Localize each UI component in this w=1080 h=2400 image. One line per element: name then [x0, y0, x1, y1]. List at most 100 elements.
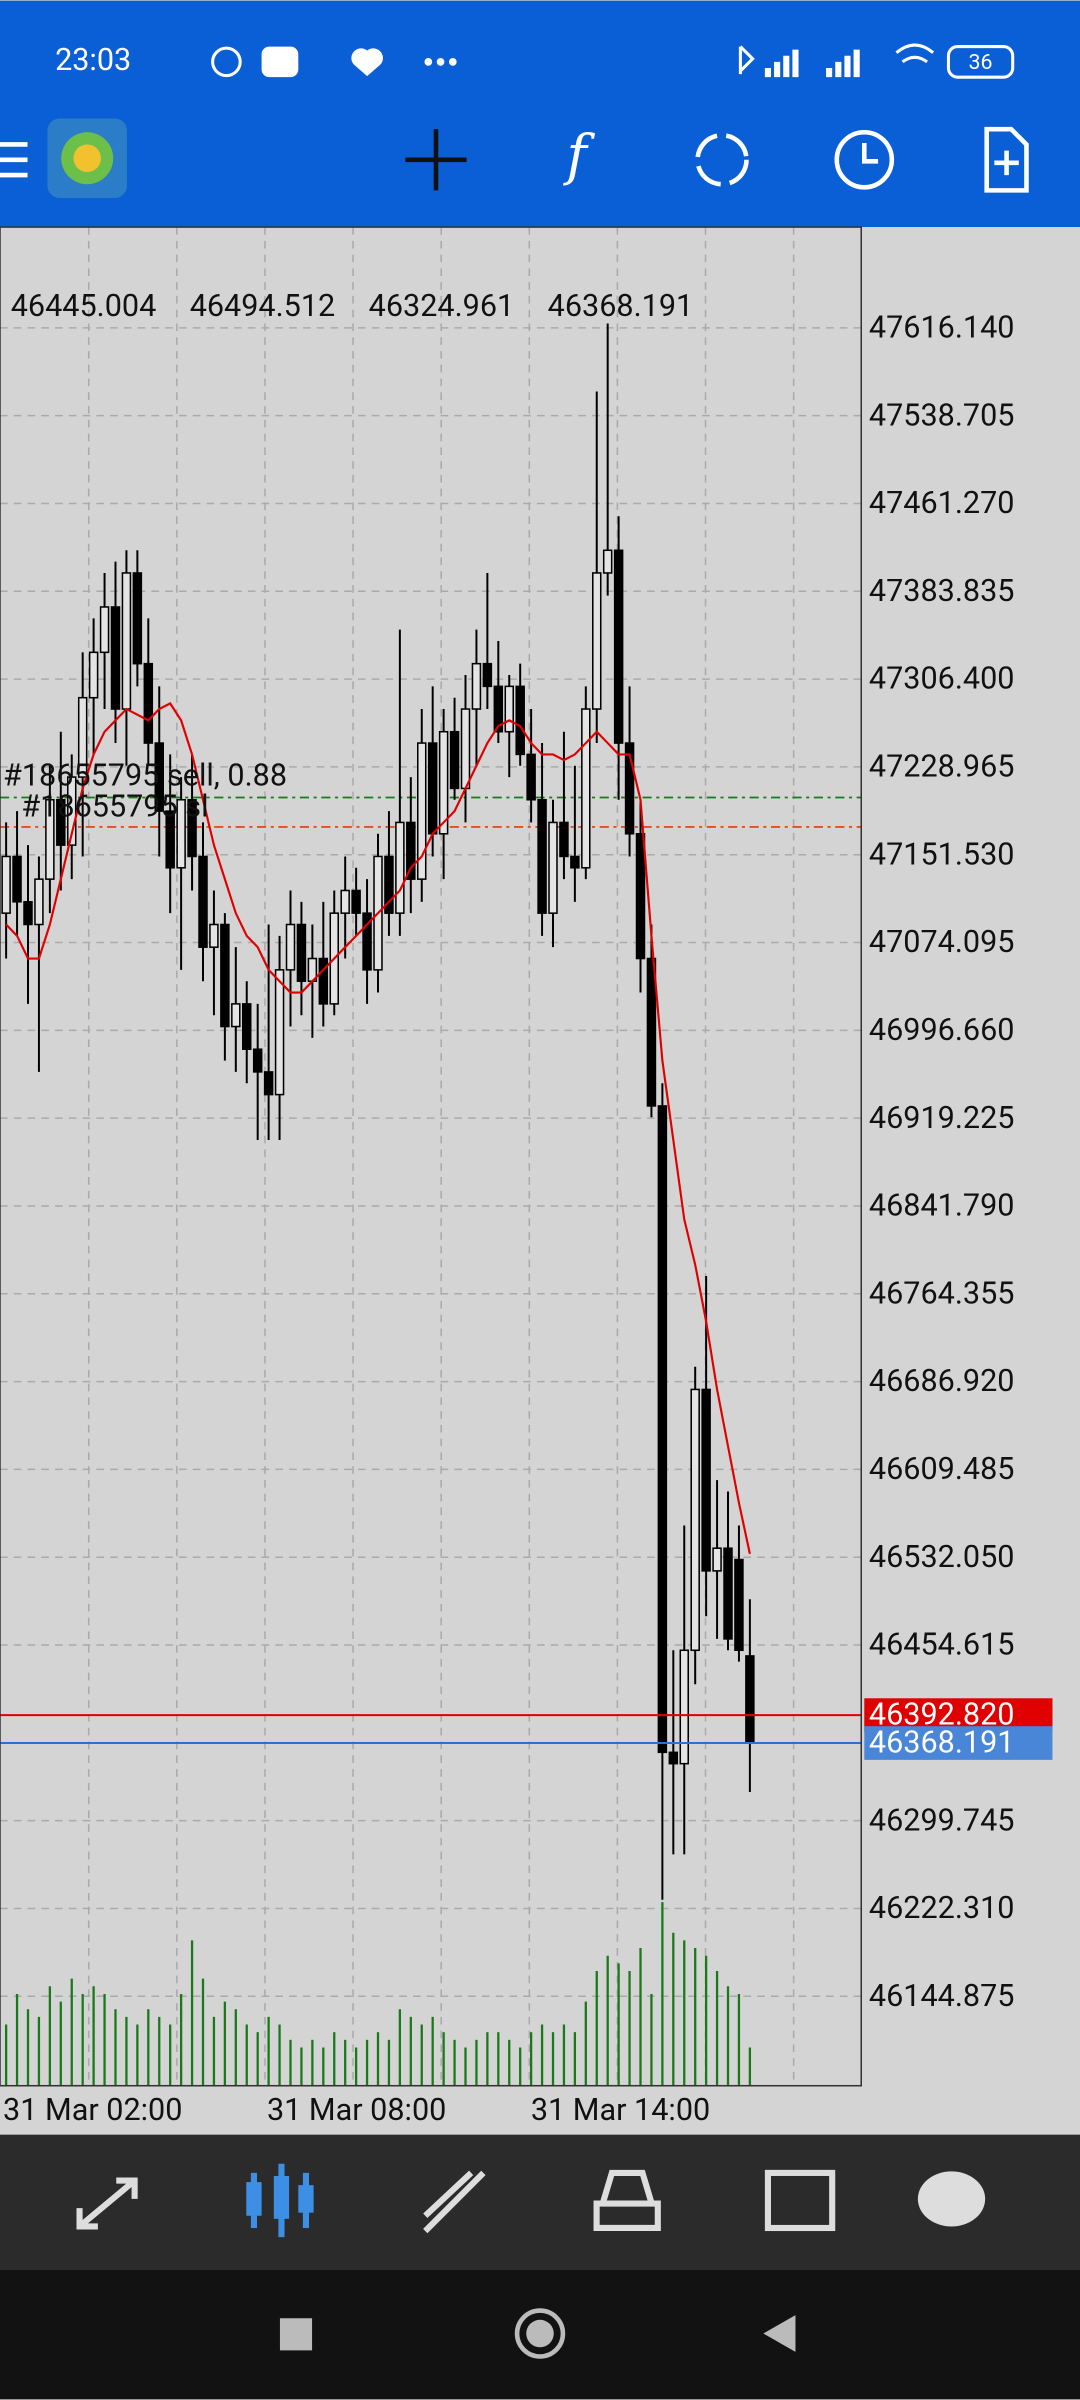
candle-body — [351, 889, 361, 914]
candle-body — [581, 708, 591, 869]
trade-button[interactable] — [695, 133, 749, 187]
ohlc-open: 46445.004 — [11, 289, 157, 324]
ohlc-high: 46494.512 — [190, 289, 336, 324]
status-icons — [211, 43, 1015, 79]
tab-icons — [76, 2163, 986, 2238]
tab-news[interactable] — [764, 2169, 836, 2232]
candle-body — [340, 889, 350, 914]
candle-body — [613, 549, 624, 744]
candle-body — [88, 651, 99, 699]
x-tick-label: 31 Mar 08:00 — [267, 2093, 446, 2128]
candle-body — [154, 742, 164, 812]
y-tick-label: 46454.615 — [869, 1628, 1015, 1663]
new-order-button[interactable] — [984, 126, 1029, 193]
signal-icons — [738, 45, 860, 78]
plot — [0, 227, 862, 2086]
y-tick-label: 46609.485 — [869, 1452, 1015, 1487]
tab-trade[interactable] — [423, 2170, 486, 2234]
candle-body — [592, 572, 602, 710]
toolbar: f — [0, 118, 1029, 199]
y-tick-label: 47228.965 — [869, 750, 1015, 785]
ohlc-close: 46368.191 — [548, 289, 694, 324]
candle-body — [427, 742, 438, 835]
y-tick-label: 46222.310 — [869, 1891, 1015, 1926]
candle-body — [460, 708, 471, 790]
candle-body — [723, 1547, 733, 1640]
bottom-tabs — [0, 2134, 1080, 2270]
candle-body — [384, 855, 394, 914]
candle-body — [263, 1071, 274, 1096]
order-label: #18655795 sl — [21, 790, 208, 825]
y-tick-label: 46764.355 — [869, 1276, 1015, 1311]
candle-body — [406, 821, 416, 880]
battery-level: 36 — [969, 50, 993, 75]
candle-body — [23, 901, 33, 926]
candle-body — [231, 1003, 241, 1028]
candle-body — [668, 1751, 679, 1765]
y-tick-label: 46841.790 — [869, 1189, 1015, 1224]
y-tick-label: 47306.400 — [869, 662, 1015, 697]
ohlc-low: 46324.961 — [369, 289, 515, 324]
candle-body — [690, 1388, 700, 1652]
crosshair-button[interactable] — [405, 129, 467, 191]
plot-frame — [0, 226, 863, 2087]
candle-body — [176, 798, 186, 869]
candle-body — [77, 696, 88, 778]
nav-recent[interactable] — [279, 2318, 313, 2351]
tab-history[interactable] — [593, 2169, 661, 2232]
candle-body — [285, 923, 296, 971]
candle-body — [449, 730, 460, 790]
candle-body — [252, 1048, 263, 1073]
candle-body — [515, 685, 525, 756]
candle-body — [570, 855, 580, 869]
candle-body — [657, 1105, 668, 1754]
price-box — [864, 1726, 1053, 1760]
candle-body — [209, 923, 219, 948]
candle-body — [296, 923, 307, 982]
candle-body — [745, 1655, 755, 1744]
candle-body — [526, 753, 536, 801]
candle-body — [12, 855, 22, 903]
candle-body — [537, 798, 547, 914]
tab-chat[interactable] — [917, 2171, 986, 2227]
candle-body — [493, 685, 504, 733]
x-tick-label: 31 Mar 02:00 — [3, 2093, 182, 2128]
chart-bg — [0, 227, 1080, 2135]
candle-body — [701, 1388, 711, 1572]
candle-body — [165, 810, 175, 869]
candle-body — [679, 1649, 689, 1765]
candle-body — [187, 798, 197, 858]
menu-button[interactable] — [0, 142, 28, 178]
y-tick-label: 46919.225 — [869, 1101, 1015, 1136]
candle-body — [734, 1558, 744, 1652]
candle-body — [242, 1003, 252, 1051]
candle-body — [438, 730, 449, 835]
nav-back[interactable] — [763, 2315, 796, 2352]
candle-body — [274, 969, 285, 1096]
moving-average — [5, 701, 751, 1555]
candle-body — [67, 776, 77, 846]
y-tick-label: 46996.660 — [869, 1013, 1015, 1048]
candle-body — [646, 957, 657, 1107]
candle-body — [712, 1547, 722, 1572]
price-box-label: 46368.191 — [869, 1726, 1015, 1761]
y-tick-label: 47074.095 — [869, 925, 1015, 960]
nav-home[interactable] — [514, 2308, 566, 2359]
y-tick-label: 47616.140 — [869, 310, 1015, 345]
candle-body — [99, 606, 110, 654]
y-tick-label: 46299.745 — [869, 1803, 1015, 1838]
candle-body — [548, 821, 558, 914]
candle-body — [121, 572, 132, 710]
candle-body — [417, 742, 427, 880]
candle-body — [624, 742, 635, 835]
tab-quotes[interactable] — [76, 2177, 138, 2230]
header-bg — [0, 0, 1080, 228]
timeframe-button[interactable] — [834, 129, 895, 190]
candle-body — [45, 798, 55, 880]
x-tick-label: 31 Mar 14:00 — [531, 2093, 710, 2128]
candle-body — [482, 662, 493, 688]
candle-body — [602, 549, 613, 574]
y-tick-label: 46686.920 — [869, 1364, 1015, 1399]
candle-body — [220, 923, 230, 1028]
